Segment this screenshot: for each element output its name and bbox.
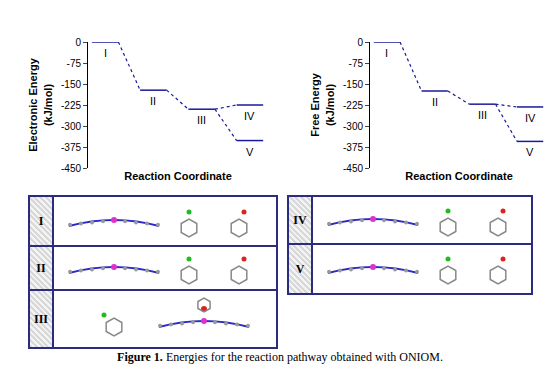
svg-text:-375: -375 <box>61 142 81 153</box>
svg-text:V: V <box>526 146 534 158</box>
svg-text:Free Energy(kJ/mol): Free Energy(kJ/mol) <box>309 72 335 136</box>
svg-text:-450: -450 <box>343 163 363 174</box>
svg-text:-75: -75 <box>349 58 364 69</box>
svg-text:Electronic Energy(kJ/mol): Electronic Energy(kJ/mol) <box>27 57 53 151</box>
svg-text:-150: -150 <box>343 79 363 90</box>
svg-text:IV: IV <box>525 112 536 124</box>
svg-text:Reaction Coordinate: Reaction Coordinate <box>124 170 232 182</box>
html-text:III: III <box>34 311 48 326</box>
html-text:Figure 1. Energies for the rea: Figure 1. Energies for the reaction path… <box>117 350 443 364</box>
svg-text:Reaction Coordinate: Reaction Coordinate <box>405 170 513 182</box>
html-text:I: I <box>38 213 44 228</box>
html-text:IV: IV <box>293 212 307 227</box>
svg-text:II: II <box>432 96 438 108</box>
svg-text:I: I <box>385 47 388 59</box>
svg-text:-450: -450 <box>61 163 81 174</box>
svg-text:-300: -300 <box>343 121 363 132</box>
svg-text:III: III <box>478 109 487 121</box>
html-text:V: V <box>295 261 305 276</box>
svg-text:I: I <box>104 47 107 59</box>
svg-text:-75: -75 <box>67 58 82 69</box>
svg-text:II: II <box>150 95 156 107</box>
svg-text:-225: -225 <box>61 100 81 111</box>
svg-text:0: 0 <box>357 37 363 48</box>
svg-text:IV: IV <box>244 110 255 122</box>
svg-text:-375: -375 <box>343 142 363 153</box>
svg-text:-300: -300 <box>61 121 81 132</box>
svg-text:-150: -150 <box>61 79 81 90</box>
svg-text:-225: -225 <box>343 100 363 111</box>
html-text:II: II <box>36 260 46 275</box>
svg-text:V: V <box>246 146 254 158</box>
svg-text:0: 0 <box>75 37 81 48</box>
svg-text:III: III <box>197 114 206 126</box>
